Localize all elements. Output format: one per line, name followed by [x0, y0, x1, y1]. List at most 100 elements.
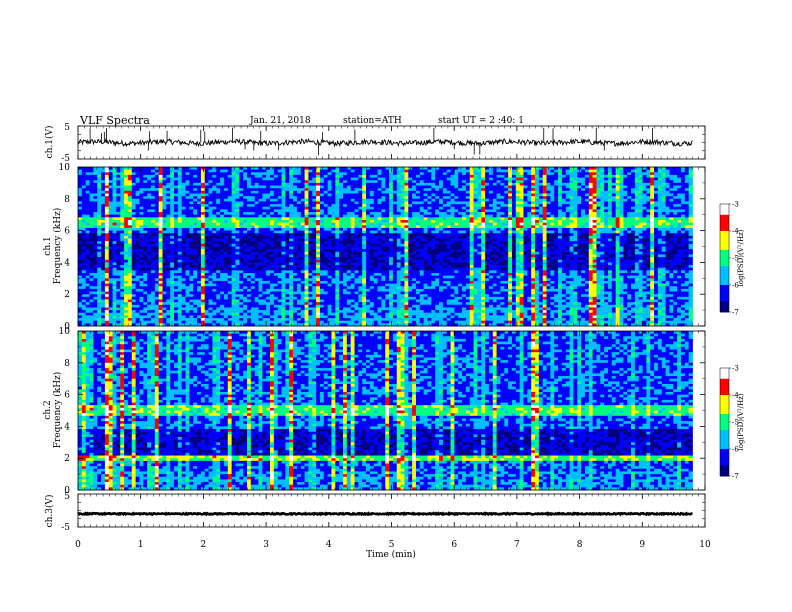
spectrogram-cell: [570, 196, 574, 199]
spectrogram-cell: [328, 172, 332, 175]
spectrogram-cell: [616, 167, 620, 170]
spectrogram-cell: [351, 212, 355, 215]
spectrogram-cell: [120, 239, 124, 242]
spectrogram-cell: [374, 217, 378, 220]
spectrogram-cell: [681, 241, 685, 244]
spectrogram-cell: [408, 236, 412, 239]
spectrogram-cell: [93, 196, 97, 199]
spectrogram-cell: [366, 220, 370, 223]
spectrogram-cell: [358, 199, 362, 202]
spectrogram-cell: [554, 223, 558, 226]
spectrogram-cell: [662, 225, 666, 228]
spectrogram-cell: [485, 247, 489, 250]
spectrogram-cell: [489, 241, 493, 244]
spectrogram-cell: [293, 209, 297, 212]
spectrogram-cell: [220, 178, 224, 181]
spectrogram-cell: [266, 186, 270, 189]
spectrogram-cell: [447, 215, 451, 218]
spectrogram-cell: [301, 172, 305, 175]
spectrogram-cell: [128, 215, 132, 218]
spectrogram-cell: [666, 180, 670, 183]
spectrogram-cell: [570, 191, 574, 194]
spectrogram-cell: [339, 217, 343, 220]
spectrogram-cell: [635, 217, 639, 220]
spectrogram-cell: [523, 244, 527, 247]
spectrogram-cell: [435, 244, 439, 247]
spectrogram-cell: [508, 220, 512, 223]
spectrogram-cell: [520, 247, 524, 250]
spectrogram-cell: [278, 217, 282, 220]
spectrogram-cell: [205, 180, 209, 183]
spectrogram-cell: [297, 244, 301, 247]
spectrogram-cell: [558, 170, 562, 173]
spectrogram-cell: [282, 244, 286, 247]
spectrogram-cell: [474, 188, 478, 191]
spectrogram-cell: [189, 170, 193, 173]
spectrogram-cell: [535, 194, 539, 197]
spectrogram-cell: [650, 180, 654, 183]
spectrogram-cell: [316, 236, 320, 239]
spectrogram-cell: [466, 178, 470, 181]
spectrogram-cell: [262, 247, 266, 250]
spectrogram-cell: [562, 196, 566, 199]
spectrogram-cell: [612, 175, 616, 178]
spectrogram-cell: [412, 231, 416, 234]
spectrogram-cell: [573, 223, 577, 226]
spectrogram-cell: [581, 212, 585, 215]
spectrogram-cell: [105, 199, 109, 202]
spectrogram-cell: [631, 196, 635, 199]
spectrogram-cell: [646, 172, 650, 175]
spectrogram-cell: [378, 175, 382, 178]
spectrogram-cell: [193, 223, 197, 226]
spectrogram-cell: [197, 191, 201, 194]
spectrogram-cell: [558, 178, 562, 181]
spectrogram-cell: [458, 207, 462, 210]
spectrogram-cell: [343, 236, 347, 239]
spectrogram-cell: [689, 196, 693, 199]
spectrogram-cell: [316, 178, 320, 181]
spectrogram-cell: [212, 191, 216, 194]
spectrogram-cell: [232, 178, 236, 181]
spectrogram-cell: [162, 220, 166, 223]
spectrogram-cell: [516, 172, 520, 175]
spectrogram-cell: [90, 241, 94, 244]
spectrogram-cell: [351, 236, 355, 239]
spectrogram-cell: [139, 207, 143, 210]
spectrogram-cell: [623, 209, 627, 212]
spectrogram-cell: [504, 196, 508, 199]
spectrogram-cell: [247, 207, 251, 210]
spectrogram-cell: [431, 172, 435, 175]
spectrogram-cell: [358, 167, 362, 170]
spectrogram-cell: [186, 217, 190, 220]
spectrogram-cell: [147, 241, 151, 244]
spectrogram-cell: [643, 183, 647, 186]
spectrogram-cell: [378, 217, 382, 220]
spectrogram-cell: [239, 172, 243, 175]
spectrogram-cell: [155, 204, 159, 207]
spectrogram-cell: [232, 244, 236, 247]
spectrogram-cell: [439, 186, 443, 189]
spectrogram-cell: [374, 191, 378, 194]
spectrogram-cell: [677, 196, 681, 199]
spectrogram-cell: [427, 175, 431, 178]
spectrogram-cell: [370, 204, 374, 207]
spectrogram-cell: [508, 241, 512, 244]
spectrogram-cell: [497, 212, 501, 215]
spectrogram-cell: [113, 183, 117, 186]
spectrogram-cell: [558, 191, 562, 194]
spectrogram-cell: [285, 239, 289, 242]
spectrogram-cell: [105, 201, 109, 204]
spectrogram-cell: [412, 167, 416, 170]
spectrogram-cell: [408, 228, 412, 231]
spectrogram-cell: [343, 194, 347, 197]
spectrogram-cell: [143, 212, 147, 215]
spectrogram-cell: [489, 188, 493, 191]
spectrogram-cell: [366, 228, 370, 231]
spectrogram-cell: [147, 188, 151, 191]
spectrogram-cell: [216, 188, 220, 191]
spectrogram-cell: [347, 201, 351, 204]
spectrogram-cell: [554, 212, 558, 215]
spectrogram-cell: [97, 194, 101, 197]
spectrogram-cell: [220, 175, 224, 178]
spectrogram-cell: [297, 188, 301, 191]
